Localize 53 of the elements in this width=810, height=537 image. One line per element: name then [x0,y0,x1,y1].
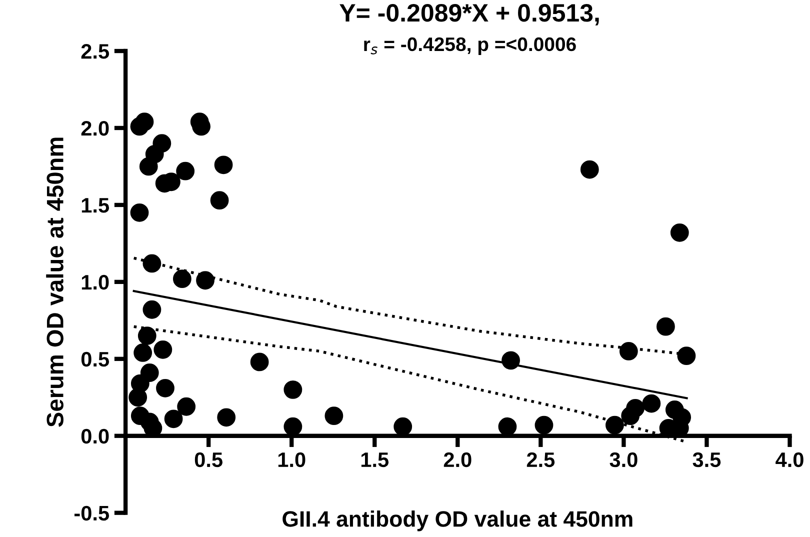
point [142,254,162,273]
point [196,271,214,290]
point [177,397,196,416]
point [142,300,162,319]
x-tick-label: 3.0 [610,452,638,468]
x-tick-label: 1.0 [278,452,306,468]
point [128,388,148,407]
point [154,340,172,359]
point [324,406,344,426]
point [217,408,236,427]
point [498,417,517,436]
y-tick-label: 0.0 [81,428,109,444]
point [606,416,624,434]
x-tick-label: 0.5 [194,452,222,468]
point [214,156,233,174]
x-tick-label: 3.5 [692,452,721,468]
y-tick-label: 1.0 [82,274,109,290]
y-tick-label: 0.5 [81,352,109,367]
chart-title: Y= -0.2089*X + 0.9513, [340,4,599,26]
point [210,191,229,210]
point [580,160,599,179]
x-tick-label: 1.5 [361,452,389,468]
point [176,162,195,180]
point [138,326,156,346]
point [677,346,696,366]
y-axis-title: Serum OD value at 450nm [46,138,64,427]
y-tick-label: 2.5 [81,44,109,59]
point [670,223,689,242]
point [621,406,640,426]
point [284,417,302,436]
x-tick-label: 2.0 [444,452,472,468]
chart-subtitle: r$_{s}$ = -0.4258, p =<0.0006 [364,37,576,56]
point [250,352,269,372]
point [156,378,174,398]
x-axis-title: GII.4 antibody OD value at 450nm [282,510,632,532]
point [284,380,302,399]
point [172,270,192,288]
y-tick-label: 1.5 [82,198,109,213]
point [642,394,661,413]
point [394,417,412,436]
point [139,157,158,176]
y-tick-label: 2.0 [81,120,109,136]
point [534,416,554,434]
point [619,342,638,360]
point [502,351,520,370]
point [134,344,152,362]
point [135,112,154,132]
point [130,203,149,222]
x-tick-label: 4.0 [776,452,804,468]
x-tick-label: 2.5 [526,452,555,468]
point [656,317,675,336]
y-tick-label: -0.5 [74,506,109,521]
point [164,410,183,428]
